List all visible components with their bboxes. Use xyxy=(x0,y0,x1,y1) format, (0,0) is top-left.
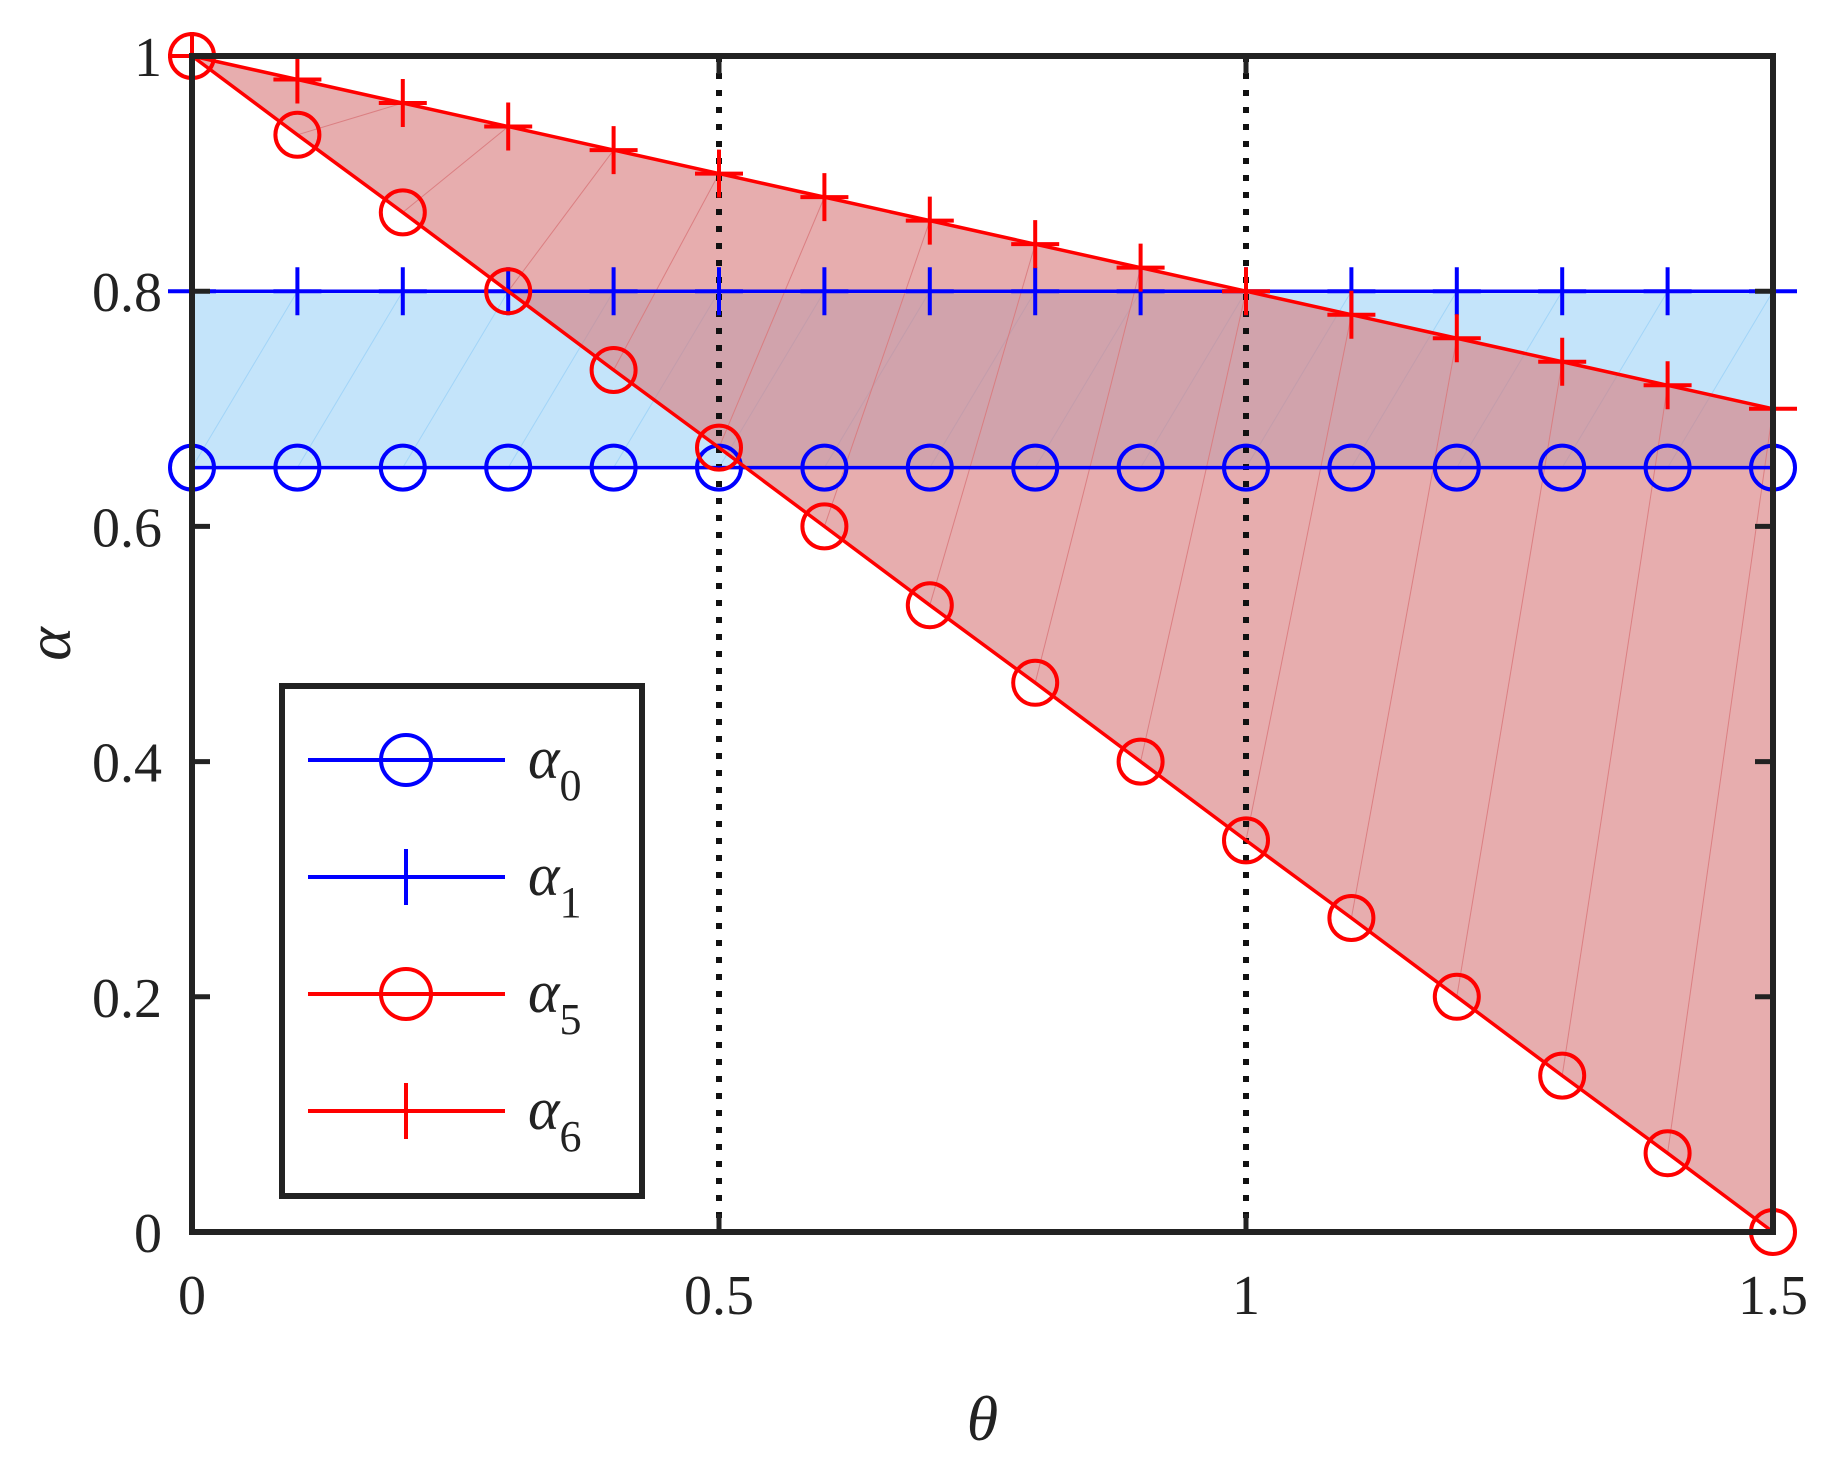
shade-mesh-line xyxy=(1667,408,1774,1154)
shade-mesh-line xyxy=(613,173,720,371)
y-tick-label: 0.2 xyxy=(92,968,162,1030)
legend-subscript: 1 xyxy=(560,878,582,927)
legend-subscript: 6 xyxy=(560,1112,582,1161)
data-point xyxy=(905,267,954,316)
shade-mesh-line xyxy=(823,220,931,527)
y-tick-label: 0.8 xyxy=(92,262,162,324)
shade-mesh-line xyxy=(297,102,403,136)
data-point xyxy=(378,443,427,492)
data-point xyxy=(484,267,533,316)
data-point xyxy=(1538,443,1587,492)
data-point xyxy=(378,267,427,316)
data-point xyxy=(1643,1129,1692,1178)
data-point xyxy=(1538,267,1587,316)
data-point xyxy=(273,55,322,104)
data-point xyxy=(1327,443,1376,492)
data-point xyxy=(1011,267,1060,316)
legend-marker-circle xyxy=(379,967,433,1021)
legend-label: α1 xyxy=(528,842,582,927)
data-point xyxy=(800,173,849,222)
x-axis-label: θ xyxy=(967,1383,998,1454)
data-point xyxy=(1432,972,1481,1021)
data-point xyxy=(1432,443,1481,492)
data-point xyxy=(1327,290,1376,339)
plot-frame xyxy=(189,53,1776,1235)
shade-mesh-line xyxy=(507,149,615,292)
data-point xyxy=(1538,1051,1587,1100)
data-point xyxy=(1011,443,1060,492)
x-tick-label: 0 xyxy=(178,1265,206,1327)
data-point xyxy=(800,267,849,316)
data-point xyxy=(273,110,322,159)
x-tick-label: 1.5 xyxy=(1738,1265,1808,1327)
shade-mesh-line xyxy=(718,196,825,448)
shade-mesh-line xyxy=(296,290,404,468)
shade-mesh-line xyxy=(1350,338,1458,919)
data-point xyxy=(905,196,954,245)
data-point xyxy=(378,79,427,128)
y-tick-label: 1 xyxy=(134,27,162,89)
legend-item-alpha5: α5 xyxy=(308,959,582,1044)
data-point xyxy=(1011,220,1060,269)
data-point xyxy=(273,267,322,316)
legend-item-alpha1: α1 xyxy=(308,842,582,927)
data-point xyxy=(273,443,322,492)
data-point xyxy=(905,443,954,492)
data-point xyxy=(905,581,954,630)
data-point xyxy=(1116,443,1165,492)
x-tick-label: 0.5 xyxy=(684,1265,754,1327)
series-group xyxy=(168,32,1797,1256)
y-axis-label: α xyxy=(13,626,84,661)
shade-mesh-line xyxy=(402,290,509,468)
data-point xyxy=(695,267,743,316)
series-alpha6 xyxy=(168,32,1797,433)
data-point xyxy=(1327,894,1376,943)
data-point xyxy=(589,443,638,492)
series-alpha0 xyxy=(168,443,1797,492)
legend-subscript: 0 xyxy=(560,761,582,810)
shade-mesh-line xyxy=(1561,385,1669,1076)
shade-mesh-line xyxy=(929,244,1036,606)
data-point xyxy=(484,443,533,492)
shade-mesh-line xyxy=(1245,314,1352,841)
data-point xyxy=(378,188,427,237)
x-tick-label: 1 xyxy=(1232,1265,1260,1327)
data-point xyxy=(1643,361,1692,410)
data-point xyxy=(1432,267,1481,316)
series-alpha5 xyxy=(168,32,1797,1256)
data-point xyxy=(1538,337,1587,386)
shade-mesh-line xyxy=(191,290,298,468)
shade-mesh-line xyxy=(1140,291,1247,762)
data-point xyxy=(1643,443,1692,492)
legend-box xyxy=(279,683,645,1199)
data-point xyxy=(695,423,743,472)
data-point xyxy=(589,345,638,394)
data-point xyxy=(1116,243,1165,292)
legend-marker-circle xyxy=(379,733,433,787)
data-point xyxy=(800,443,849,492)
axes: 0 0.5 1 1.5 0 0.2 0.4 0.6 0.8 1 θ α xyxy=(13,27,1808,1454)
data-point xyxy=(1011,658,1060,707)
data-point xyxy=(589,267,638,316)
data-point xyxy=(1432,314,1481,363)
data-point xyxy=(695,149,743,198)
data-point xyxy=(1222,443,1270,492)
data-point xyxy=(1116,737,1165,786)
data-point xyxy=(1643,267,1692,316)
series-line xyxy=(191,54,1774,411)
data-point xyxy=(589,126,638,175)
data-point xyxy=(800,502,849,551)
y-tick-label: 0.4 xyxy=(92,733,162,795)
shade-mesh-line xyxy=(1034,267,1142,683)
data-point xyxy=(1222,816,1270,865)
y-tick-label: 0 xyxy=(134,1203,162,1265)
data-point xyxy=(1222,267,1270,316)
series-line xyxy=(190,54,1775,1234)
data-point xyxy=(484,102,533,151)
y-tick-label: 0.6 xyxy=(92,497,162,559)
legend-subscript: 5 xyxy=(560,995,582,1044)
